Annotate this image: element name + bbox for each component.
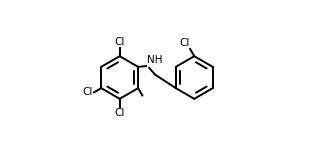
Text: Cl: Cl <box>114 108 125 118</box>
Text: Cl: Cl <box>114 37 125 47</box>
Text: NH: NH <box>146 55 162 65</box>
Text: Cl: Cl <box>179 38 190 48</box>
Text: Cl: Cl <box>83 87 93 97</box>
